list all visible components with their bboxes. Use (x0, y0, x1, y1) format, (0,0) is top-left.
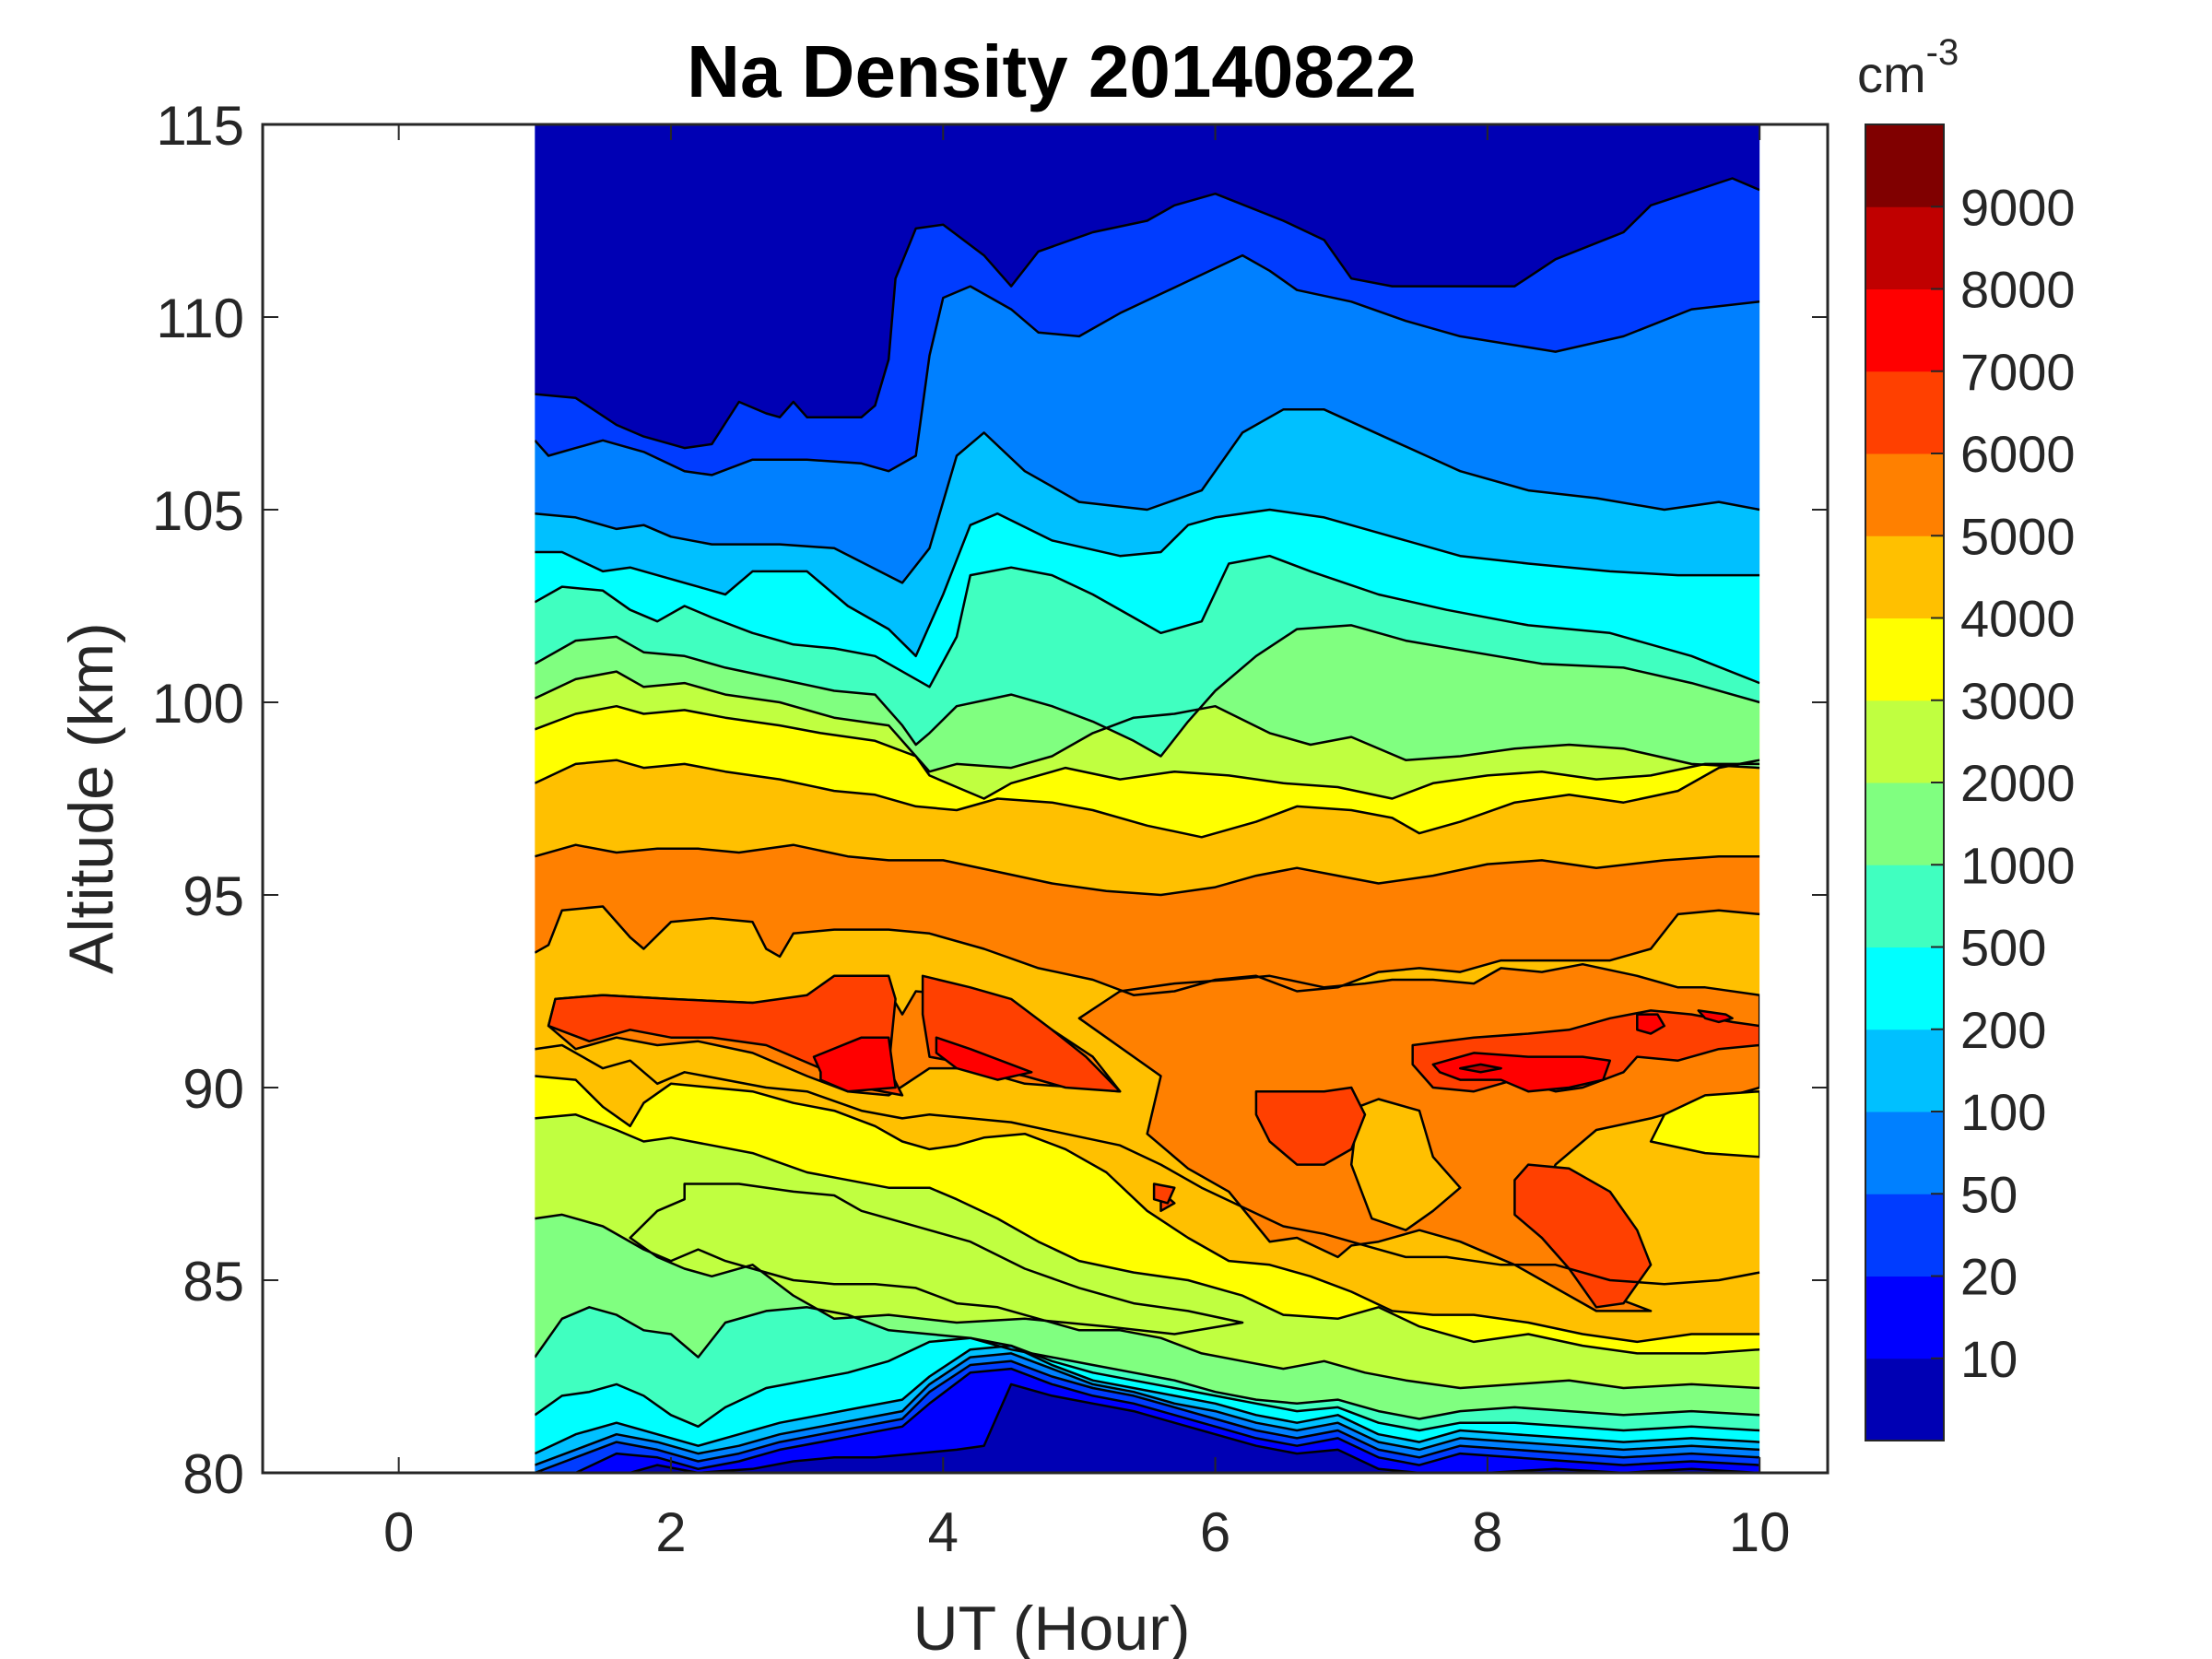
no-data-right (1759, 124, 1828, 1473)
x-tick-label: 10 (1729, 1501, 1791, 1563)
colorbar-band (1865, 865, 1944, 947)
colorbar-tick-label: 9000 (1960, 178, 2076, 236)
colorbar-band (1865, 288, 1944, 372)
contour-data-layer (263, 124, 1828, 1473)
contour-island (1459, 1063, 1502, 1074)
contour-island (1697, 1009, 1734, 1024)
contour-line (534, 554, 1760, 688)
colorbar-band (1865, 947, 1944, 1030)
colorbar-tick-label: 50 (1960, 1165, 2018, 1223)
y-tick-label: 80 (182, 1443, 244, 1505)
y-tick-label: 85 (182, 1251, 244, 1312)
colorbar-tick-label: 10 (1960, 1330, 2018, 1388)
x-tick-label: 2 (655, 1501, 686, 1563)
x-tick-label: 8 (1472, 1501, 1502, 1563)
contour-line (534, 1306, 1760, 1420)
colorbar-units-exponent: -3 (1926, 32, 1959, 73)
colorbar: 10 20 50 100 200 500 1000 2000 3000 4000 5000 6000 7… (1865, 124, 2076, 1441)
band-fill-top (535, 124, 1760, 449)
contour-line (535, 1213, 1760, 1390)
colorbar-band (1865, 1029, 1944, 1112)
contour-line (534, 1352, 1760, 1466)
colorbar-tick-label: 500 (1960, 919, 2046, 977)
contour-island (629, 1182, 1244, 1335)
contour-line (534, 624, 1760, 758)
chart-title: Na Density 20140822 (687, 30, 1417, 112)
contour-line (535, 177, 1760, 450)
colorbar-band (1865, 124, 1944, 207)
x-tick-label: 4 (928, 1501, 959, 1563)
colorbar-band (1865, 1112, 1944, 1194)
colorbar-band (1865, 371, 1944, 454)
colorbar-tick-label: 5000 (1960, 507, 2076, 565)
colorbar-tick-label: 6000 (1960, 425, 2076, 483)
contour-line (629, 1382, 1760, 1473)
no-data-left (263, 124, 535, 1473)
contour-island (812, 1036, 897, 1093)
contour-line (534, 905, 1760, 996)
x-tick-label: 0 (383, 1501, 414, 1563)
contour-line (535, 508, 1760, 658)
contour-island (1431, 1052, 1612, 1093)
contour-line (534, 704, 1760, 800)
y-tick-label: 90 (182, 1058, 244, 1120)
contour-line (534, 1359, 1760, 1473)
colorbar-tick-label: 7000 (1960, 343, 2076, 401)
colorbar-band (1865, 782, 1944, 865)
contour-island (1254, 1086, 1367, 1166)
contour-line (535, 1113, 1760, 1355)
y-tick-label: 110 (156, 288, 244, 349)
contour-line (575, 1367, 1760, 1473)
colorbar-band (1865, 453, 1944, 536)
colorbar-tick-label: 1000 (1960, 836, 2076, 894)
contour-island (1513, 1163, 1653, 1309)
contour-line (534, 253, 1760, 477)
contour-line (534, 1336, 1760, 1432)
colorbar-tick-label: 4000 (1960, 590, 2076, 648)
colorbar-band (1865, 206, 1944, 289)
colorbar-tick-label: 3000 (1960, 672, 2076, 730)
x-tick-label: 6 (1200, 1501, 1230, 1563)
colorbar-band (1865, 1358, 1944, 1441)
colorbar-band (1865, 700, 1944, 783)
y-tick-label: 105 (152, 480, 244, 542)
colorbar-band (1865, 1194, 1944, 1277)
y-tick-label: 95 (182, 865, 244, 927)
colorbar-band (1865, 535, 1944, 618)
colorbar-tick-label: 200 (1960, 1001, 2046, 1059)
contour-line (534, 843, 1760, 897)
colorbar-units-base: cm (1857, 45, 1926, 103)
x-axis-label: UT (Hour) (913, 1594, 1191, 1659)
colorbar-band (1865, 1276, 1944, 1359)
colorbar-tick-label: 20 (1960, 1248, 2018, 1306)
colorbar-tick-label: 2000 (1960, 754, 2076, 812)
colorbar-units: cm-3 (1857, 32, 1959, 103)
colorbar-tick-label: 100 (1960, 1083, 2046, 1141)
y-axis-label: Altitude (km) (56, 622, 126, 974)
plot-frame (261, 123, 1830, 1475)
colorbar-tick-label: 8000 (1960, 261, 2076, 319)
contour-line (534, 670, 1760, 773)
axis-ticks: 0 2 4 6 8 10 80 85 90 95 100 105 110 115 (152, 95, 1828, 1563)
contour-line (535, 1075, 1760, 1344)
contour-line (534, 759, 1760, 839)
y-tick-label: 100 (152, 673, 244, 735)
contour-line (535, 1043, 1760, 1286)
contour-line (535, 408, 1760, 584)
contour-island (1152, 1182, 1176, 1205)
contour-island (935, 1036, 1033, 1081)
contour-line (534, 1344, 1760, 1455)
colorbar-band (1865, 618, 1944, 701)
contour-island (1636, 1013, 1666, 1035)
contour-island (547, 974, 904, 1097)
y-tick-label: 115 (156, 95, 244, 157)
